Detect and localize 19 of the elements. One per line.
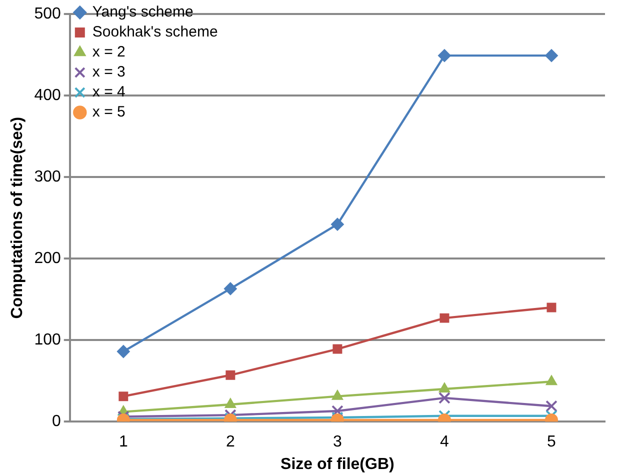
x-tick-label: 2 (226, 434, 235, 451)
x-tick-label: 1 (118, 434, 128, 451)
x-tick-label: 4 (440, 434, 450, 451)
legend-label: Yang's scheme (92, 4, 194, 21)
y-tick-label: 0 (52, 413, 61, 430)
x-tick-label: 3 (332, 434, 342, 451)
y-tick-label: 200 (34, 250, 61, 267)
legend-label: Sookhak's scheme (92, 24, 218, 41)
x-axis-title: Size of file(GB) (280, 456, 394, 473)
y-tick-label: 300 (34, 168, 61, 186)
y-tick-label: 100 (34, 331, 61, 348)
y-tick-label: 400 (34, 86, 61, 104)
legend-label: x = 3 (92, 64, 126, 81)
y-axis-title: Computations of time(sec) (9, 116, 26, 319)
y-tick-label: 500 (34, 5, 61, 22)
legend-label: x = 2 (92, 44, 126, 61)
legend-label: x = 5 (92, 104, 126, 121)
legend-label: x = 4 (92, 84, 126, 101)
x-tick-label: 5 (547, 434, 556, 451)
